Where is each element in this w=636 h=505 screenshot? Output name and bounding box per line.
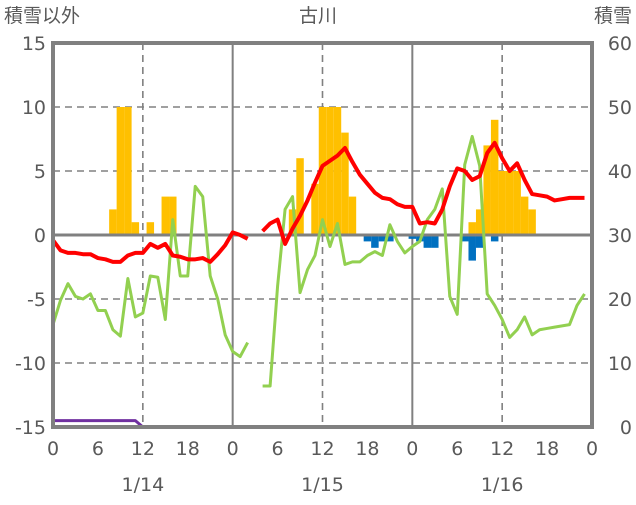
bar-positive [528,209,536,235]
y-tick-left: 15 [22,33,46,55]
y-tick-left: -5 [27,289,46,311]
bar-positive [161,196,170,235]
bar-negative [460,235,469,242]
bar-positive [520,196,529,235]
bar-positive [348,196,357,235]
x-tick: 12 [490,438,514,460]
bar-positive [288,209,297,235]
bar-positive [296,158,304,235]
y-tick-right: 20 [608,289,632,311]
y-tick-right: 10 [608,353,632,375]
bar-positive [490,119,499,235]
x-tick: 0 [47,438,59,460]
bar-positive [505,171,514,235]
series-line [51,230,249,264]
bar-negative [423,235,432,248]
bar-negative [371,235,379,248]
bar-positive [468,222,476,235]
bar-positive [498,171,506,235]
y-tick-left: 10 [22,97,46,119]
left-axis-label: 積雪以外 [4,5,80,27]
right-axis-label: 積雪 [594,5,632,27]
x-tick: 6 [451,438,463,460]
y-tick-left: -15 [15,417,46,439]
plot-border [51,41,594,429]
bar-positive [318,107,327,235]
x-tick: 6 [92,438,104,460]
bar-positive [333,107,342,235]
y-tick-left: 0 [34,225,46,247]
x-tick: 12 [131,438,155,460]
y-tick-right: 40 [608,161,632,183]
bar-negative [378,235,387,242]
bar-positive [109,209,117,235]
bar-positive [116,107,125,235]
bar-positive [483,145,491,235]
bars [109,107,536,261]
bar-negative [386,235,394,242]
series-line [262,134,586,388]
bar-negative [363,235,372,242]
x-tick: 0 [406,438,418,460]
date-label: 1/16 [481,474,524,496]
series-line [261,140,585,246]
bar-positive [169,196,177,235]
x-tick: 0 [227,438,239,460]
x-tick: 0 [586,438,598,460]
x-tick: 18 [535,438,559,460]
y-tick-right: 0 [620,417,632,439]
bar-positive [311,183,319,235]
y-tick-right: 50 [608,97,632,119]
bar-positive [341,132,349,235]
x-tick: 12 [310,438,334,460]
series-line [51,184,249,359]
y-tick-right: 30 [608,225,632,247]
bar-positive [326,107,334,235]
date-label: 1/14 [121,474,164,496]
bar-negative [490,235,499,242]
bar-negative [408,235,417,239]
x-tick: 18 [176,438,200,460]
x-tick: 18 [355,438,379,460]
bar-negative [431,235,439,248]
date-label: 1/15 [301,474,344,496]
bar-positive [131,222,140,235]
bar-positive [513,171,521,235]
plot-frame [51,41,594,429]
y-tick-right: 60 [608,33,632,55]
y-tick-left: 5 [34,161,46,183]
y-tick-left: -10 [15,353,46,375]
bar-positive [475,209,484,235]
bar-negative [475,235,484,248]
bar-positive [146,222,155,235]
bar-negative [468,235,476,261]
x-tick: 6 [272,438,284,460]
chart-title: 古川 [299,5,337,27]
bar-positive [124,107,132,235]
